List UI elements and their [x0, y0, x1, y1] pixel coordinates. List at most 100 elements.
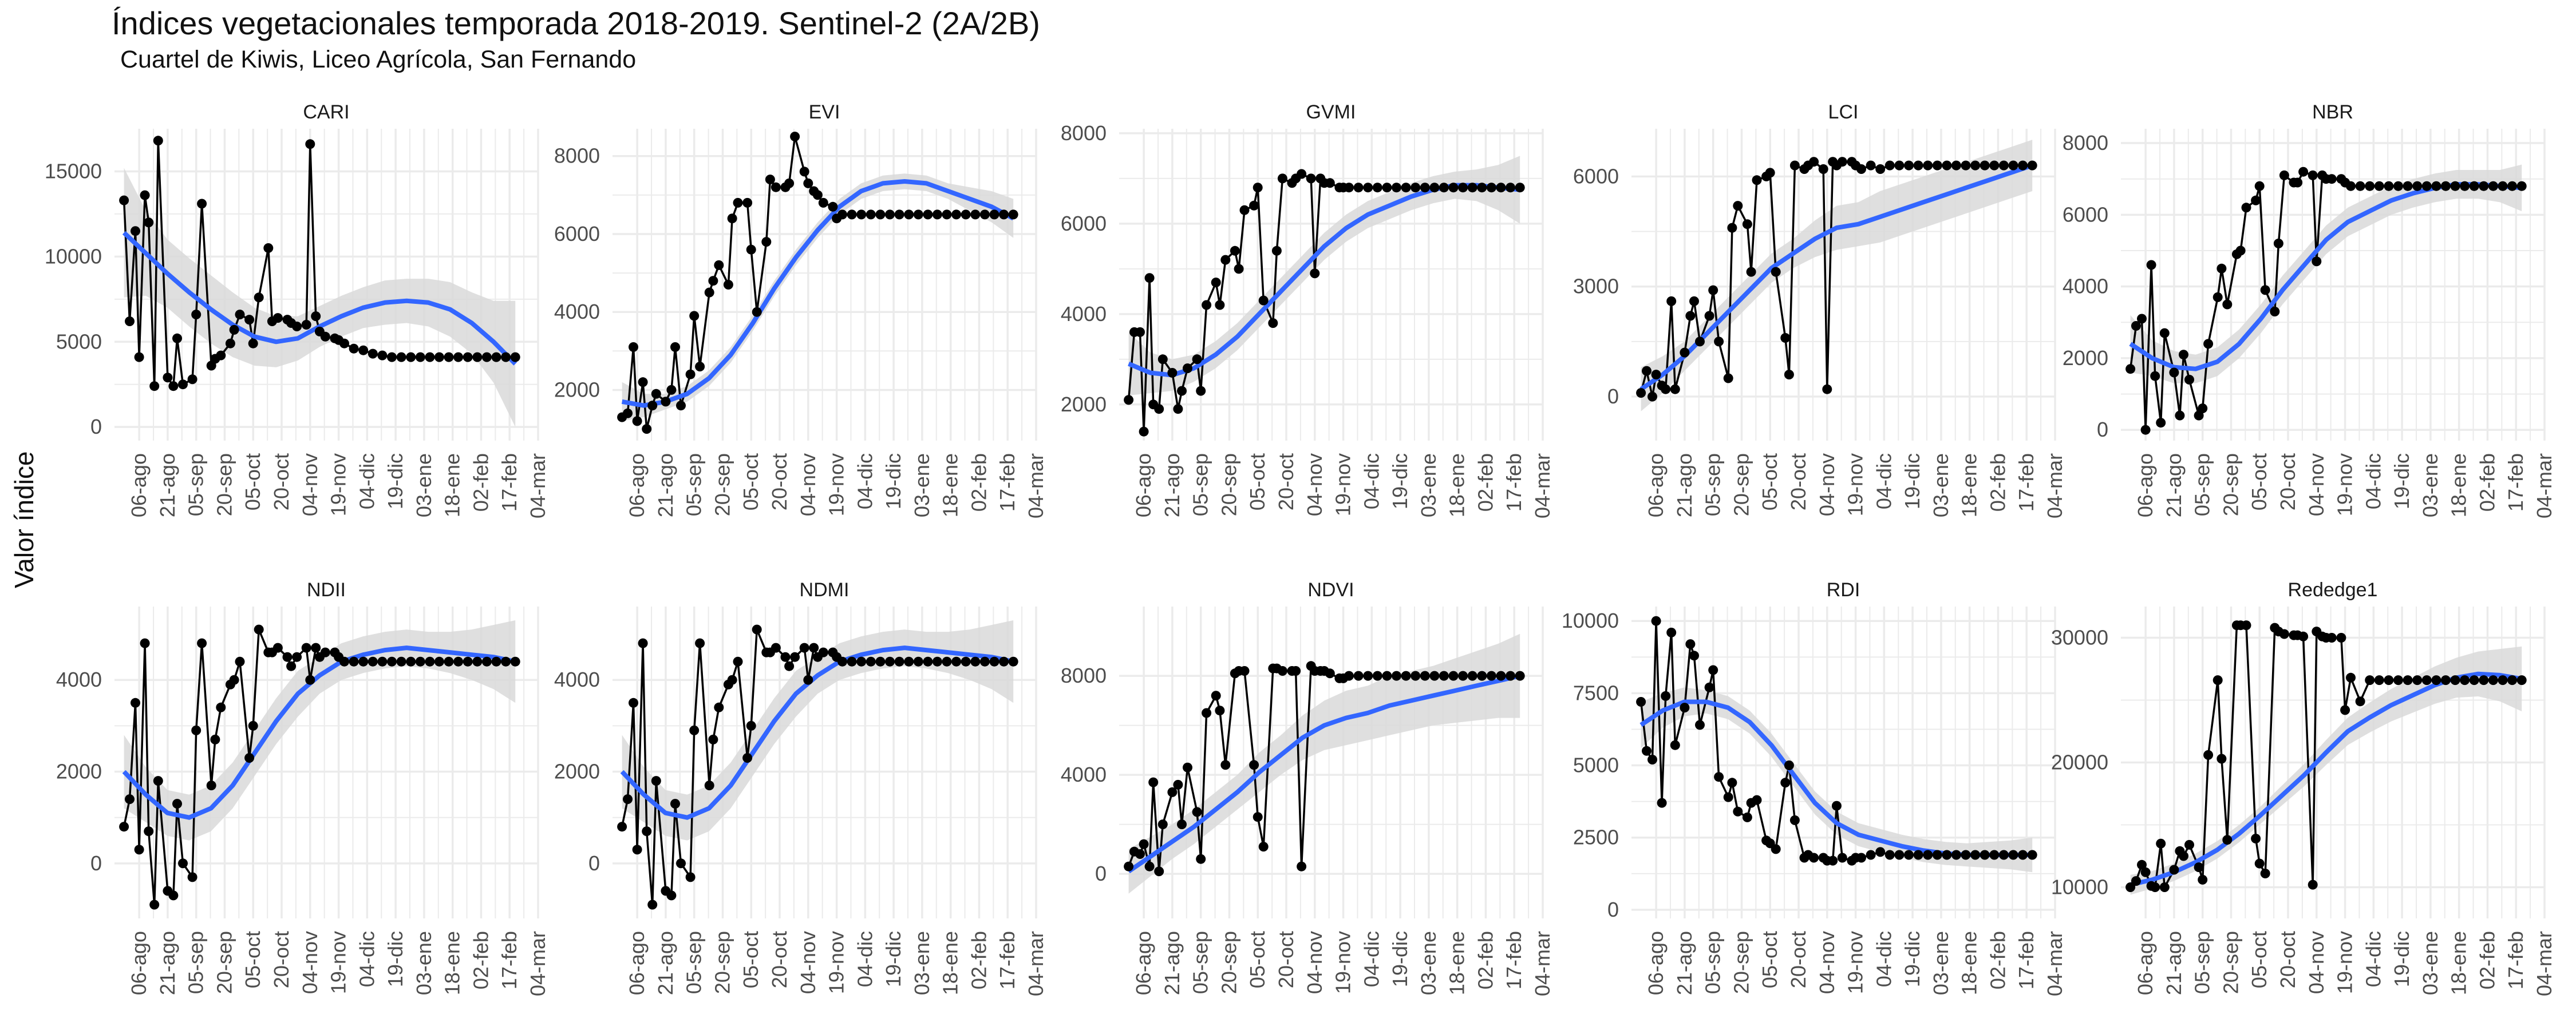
data-point	[2175, 410, 2185, 421]
data-point	[1139, 839, 1149, 849]
data-point	[1382, 183, 1392, 193]
data-point	[2156, 418, 2166, 428]
data-point	[2308, 170, 2318, 180]
data-point	[1277, 666, 1287, 676]
data-point	[1234, 264, 1244, 274]
data-point	[2273, 239, 2283, 248]
data-point	[1297, 169, 1307, 179]
data-point	[1202, 708, 1212, 718]
data-point	[651, 389, 661, 399]
data-point	[1642, 746, 1652, 756]
data-point	[746, 244, 756, 255]
data-point	[629, 342, 638, 352]
data-point	[131, 698, 140, 708]
data-point	[689, 311, 700, 321]
data-point	[647, 401, 658, 411]
x-tick-label: 19-nov	[327, 931, 350, 994]
data-point	[689, 725, 700, 735]
confidence-band	[1641, 140, 2033, 411]
data-point	[444, 656, 454, 667]
x-tick-label: 05-oct	[739, 931, 762, 988]
data-point	[1253, 812, 1263, 822]
x-tick-label: 18-ene	[1445, 453, 1469, 517]
data-point	[1253, 183, 1263, 193]
data-point	[1477, 671, 1487, 681]
data-point	[2326, 633, 2337, 643]
data-point	[1837, 157, 1847, 167]
series-line	[621, 136, 1014, 430]
x-tick-label: 05-sep	[1189, 453, 1212, 516]
data-point	[970, 656, 981, 667]
data-point	[812, 190, 823, 200]
data-point	[1486, 183, 1496, 193]
x-tick-label: 17-feb	[1502, 453, 1526, 512]
data-point	[1177, 819, 1187, 830]
x-tick-label: 05-sep	[1701, 453, 1725, 516]
data-point	[1651, 370, 1661, 380]
data-point	[1271, 245, 1282, 256]
x-tick-label: 17-feb	[1502, 931, 1526, 989]
data-point	[305, 139, 315, 149]
data-point	[1325, 178, 1335, 188]
y-tick-label: 2000	[1061, 393, 1107, 416]
data-point	[119, 822, 129, 832]
smooth-trend-line	[620, 645, 1014, 820]
x-tick-label: 05-sep	[682, 453, 706, 516]
data-point	[2159, 882, 2170, 892]
x-tick-label: 04-dic	[1872, 453, 1895, 509]
data-point	[1157, 819, 1168, 830]
facet-title: RDI	[1827, 579, 1860, 601]
data-point	[765, 175, 775, 185]
data-point	[425, 352, 435, 362]
data-point	[491, 656, 501, 667]
data-point	[2235, 245, 2246, 256]
y-tick-label: 4000	[2063, 275, 2108, 298]
data-point	[1789, 160, 1800, 171]
data-point	[2027, 850, 2037, 860]
x-tick-label: 04-mar	[526, 453, 550, 518]
data-point	[799, 167, 809, 177]
data-point	[1913, 850, 1923, 860]
data-point	[463, 656, 473, 667]
x-tick-label: 21-ago	[1673, 931, 1696, 995]
confidence-band	[124, 168, 516, 427]
confidence-band	[622, 620, 1014, 841]
x-tick-label: 21-ago	[2162, 453, 2186, 517]
facet-ndmi: NDMI 06-ago 21-ago 05-sep 20-sep 05-oct 20-oct…	[554, 579, 1048, 996]
data-point	[163, 373, 173, 383]
data-point	[1196, 854, 1206, 864]
data-point	[2312, 256, 2322, 267]
data-point	[1372, 183, 1382, 193]
data-point	[2222, 835, 2233, 845]
data-point	[396, 352, 406, 362]
x-tick-label: 18-ene	[1958, 453, 1981, 517]
data-point	[1506, 671, 1516, 681]
data-point	[2403, 181, 2413, 191]
data-point	[2346, 672, 2356, 683]
data-point	[1401, 183, 1411, 193]
x-tick-label: 05-oct	[739, 453, 762, 510]
x-tick-label: 04-mar	[2043, 453, 2067, 518]
data-point	[951, 656, 962, 667]
data-point	[1310, 268, 1320, 279]
x-tick-label: 04-mar	[526, 931, 550, 996]
data-point	[1196, 386, 1206, 396]
x-tick-label: 04-dic	[355, 453, 378, 509]
data-point	[272, 313, 283, 323]
data-point	[1008, 209, 1018, 220]
data-point	[1420, 183, 1430, 193]
data-point	[191, 725, 202, 735]
data-point	[1382, 671, 1392, 681]
x-tick-label: 19-nov	[2333, 453, 2357, 516]
x-tick-label: 18-ene	[1958, 931, 1981, 995]
facet-title: NDVI	[1307, 579, 1354, 601]
data-point	[1124, 395, 1134, 405]
data-point	[1708, 285, 1718, 295]
x-tick-label: 04-nov	[1815, 453, 1839, 516]
data-point	[661, 397, 671, 407]
data-point	[1923, 160, 1933, 171]
data-point	[2488, 675, 2498, 686]
data-point	[301, 643, 311, 653]
